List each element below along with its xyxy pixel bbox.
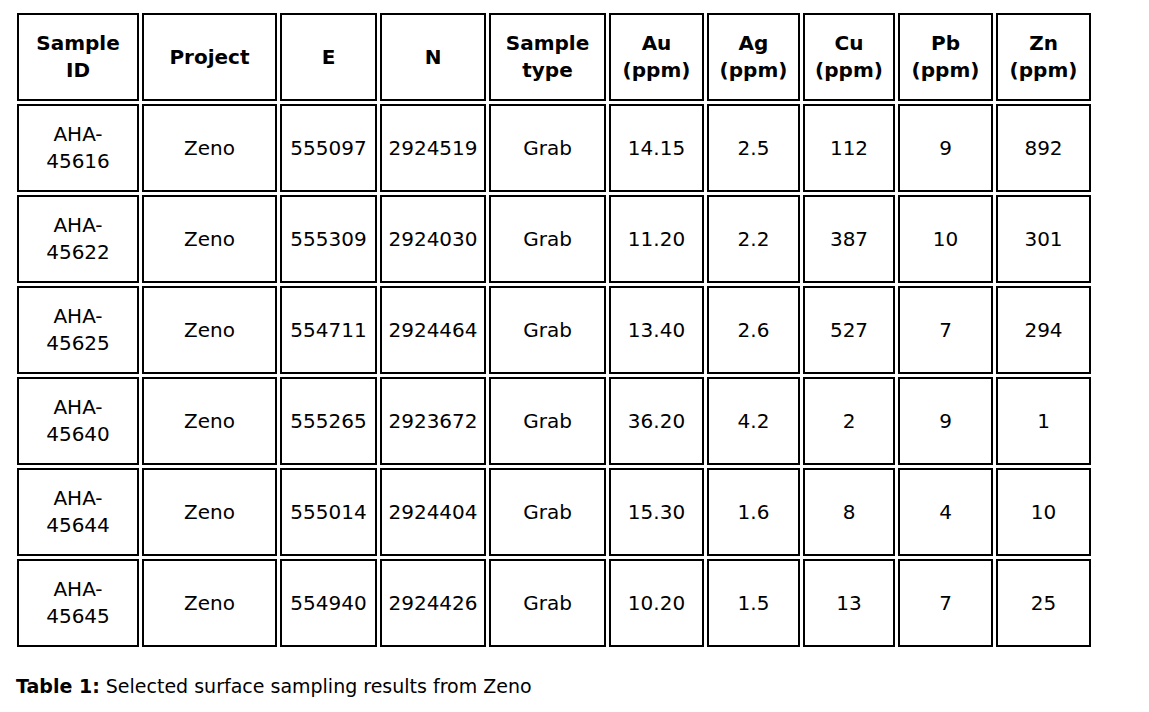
cell-sample-id: AHA- 45622: [17, 195, 139, 283]
cell-sample-type: Grab: [489, 559, 606, 647]
table-row: AHA- 45616 Zeno 555097 2924519 Grab 14.1…: [17, 104, 1091, 192]
cell-sample-type: Grab: [489, 104, 606, 192]
cell-cu-ppm: 527: [803, 286, 895, 374]
cell-zn-ppm: 10: [996, 468, 1091, 556]
table-caption-text: Selected surface sampling results from Z…: [106, 675, 532, 697]
cell-sample-type: Grab: [489, 286, 606, 374]
cell-cu-ppm: 2: [803, 377, 895, 465]
table-row: AHA- 45640 Zeno 555265 2923672 Grab 36.2…: [17, 377, 1091, 465]
column-header-project: Project: [142, 13, 277, 101]
cell-sample-id: AHA- 45616: [17, 104, 139, 192]
cell-easting: 555014: [280, 468, 377, 556]
cell-ag-ppm: 2.5: [707, 104, 800, 192]
cell-sample-type: Grab: [489, 195, 606, 283]
cell-ag-ppm: 2.2: [707, 195, 800, 283]
table-caption-label: Table 1:: [16, 675, 100, 697]
document-page: Sample ID Project E N Sample type Au (pp…: [0, 0, 1149, 712]
cell-easting: 554940: [280, 559, 377, 647]
cell-project: Zeno: [142, 286, 277, 374]
cell-pb-ppm: 9: [898, 377, 993, 465]
cell-northing: 2923672: [380, 377, 486, 465]
cell-zn-ppm: 1: [996, 377, 1091, 465]
sampling-results-table: Sample ID Project E N Sample type Au (pp…: [14, 10, 1094, 650]
cell-zn-ppm: 294: [996, 286, 1091, 374]
cell-sample-id: AHA- 45625: [17, 286, 139, 374]
cell-au-ppm: 15.30: [609, 468, 704, 556]
cell-pb-ppm: 7: [898, 559, 993, 647]
column-header-sample-id: Sample ID: [17, 13, 139, 101]
cell-northing: 2924426: [380, 559, 486, 647]
cell-northing: 2924519: [380, 104, 486, 192]
cell-project: Zeno: [142, 195, 277, 283]
cell-zn-ppm: 301: [996, 195, 1091, 283]
column-header-sample-type: Sample type: [489, 13, 606, 101]
table-row: AHA- 45645 Zeno 554940 2924426 Grab 10.2…: [17, 559, 1091, 647]
cell-cu-ppm: 13: [803, 559, 895, 647]
cell-sample-id: AHA- 45645: [17, 559, 139, 647]
column-header-easting: E: [280, 13, 377, 101]
cell-pb-ppm: 4: [898, 468, 993, 556]
cell-northing: 2924030: [380, 195, 486, 283]
header-row: Sample ID Project E N Sample type Au (pp…: [17, 13, 1091, 101]
cell-project: Zeno: [142, 559, 277, 647]
cell-ag-ppm: 4.2: [707, 377, 800, 465]
cell-easting: 555265: [280, 377, 377, 465]
cell-northing: 2924404: [380, 468, 486, 556]
cell-ag-ppm: 2.6: [707, 286, 800, 374]
cell-northing: 2924464: [380, 286, 486, 374]
cell-pb-ppm: 10: [898, 195, 993, 283]
column-header-cu-ppm: Cu (ppm): [803, 13, 895, 101]
cell-zn-ppm: 25: [996, 559, 1091, 647]
table-row: AHA- 45622 Zeno 555309 2924030 Grab 11.2…: [17, 195, 1091, 283]
cell-pb-ppm: 7: [898, 286, 993, 374]
cell-sample-type: Grab: [489, 377, 606, 465]
cell-project: Zeno: [142, 377, 277, 465]
cell-zn-ppm: 892: [996, 104, 1091, 192]
column-header-pb-ppm: Pb (ppm): [898, 13, 993, 101]
cell-ag-ppm: 1.5: [707, 559, 800, 647]
cell-ag-ppm: 1.6: [707, 468, 800, 556]
cell-easting: 555309: [280, 195, 377, 283]
cell-au-ppm: 11.20: [609, 195, 704, 283]
table-row: AHA- 45625 Zeno 554711 2924464 Grab 13.4…: [17, 286, 1091, 374]
cell-sample-id: AHA- 45644: [17, 468, 139, 556]
cell-cu-ppm: 8: [803, 468, 895, 556]
cell-pb-ppm: 9: [898, 104, 993, 192]
table-caption: Table 1: Selected surface sampling resul…: [16, 674, 1149, 699]
cell-project: Zeno: [142, 104, 277, 192]
column-header-zn-ppm: Zn (ppm): [996, 13, 1091, 101]
cell-easting: 554711: [280, 286, 377, 374]
column-header-ag-ppm: Ag (ppm): [707, 13, 800, 101]
cell-easting: 555097: [280, 104, 377, 192]
column-header-northing: N: [380, 13, 486, 101]
cell-au-ppm: 10.20: [609, 559, 704, 647]
cell-au-ppm: 36.20: [609, 377, 704, 465]
cell-cu-ppm: 112: [803, 104, 895, 192]
table-row: AHA- 45644 Zeno 555014 2924404 Grab 15.3…: [17, 468, 1091, 556]
cell-sample-id: AHA- 45640: [17, 377, 139, 465]
cell-project: Zeno: [142, 468, 277, 556]
column-header-au-ppm: Au (ppm): [609, 13, 704, 101]
cell-au-ppm: 13.40: [609, 286, 704, 374]
cell-cu-ppm: 387: [803, 195, 895, 283]
cell-au-ppm: 14.15: [609, 104, 704, 192]
cell-sample-type: Grab: [489, 468, 606, 556]
